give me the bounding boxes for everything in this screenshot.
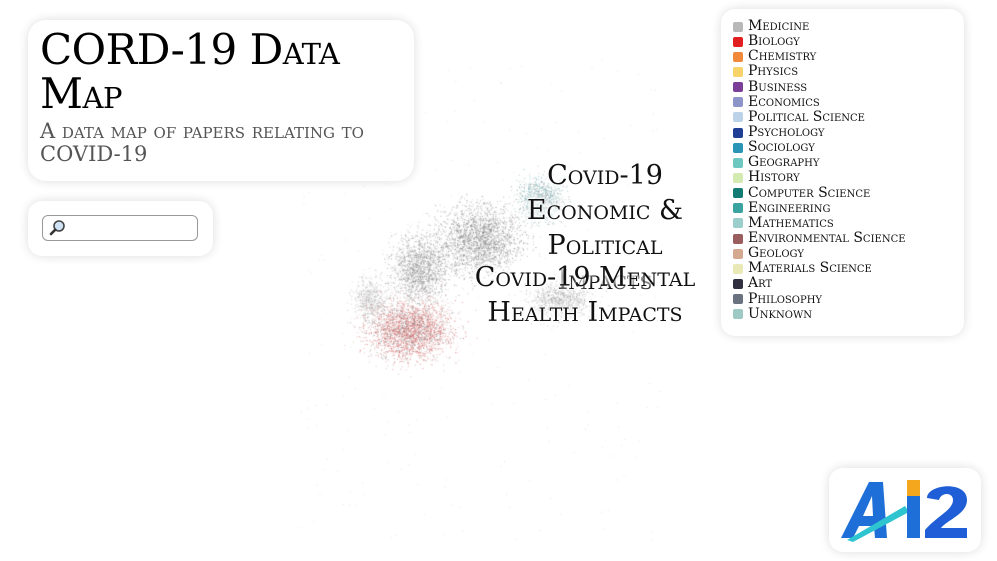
map-label-line: Covid-19: [547, 160, 663, 191]
search-panel: [28, 201, 213, 256]
map-label-mental-health: Covid-19 Mental Health Impacts: [440, 260, 730, 330]
legend-label: Unknown: [748, 305, 812, 322]
legend-item[interactable]: Philosophy: [733, 290, 964, 307]
legend-label: Physics: [748, 63, 799, 80]
legend-label: Geology: [748, 245, 804, 262]
legend-swatch: [733, 51, 743, 62]
legend-swatch: [733, 233, 743, 244]
ai2-logo-panel[interactable]: [829, 468, 981, 552]
legend-item[interactable]: Political Science: [733, 108, 964, 125]
legend-swatch: [733, 21, 743, 32]
legend-label: Business: [748, 78, 808, 95]
legend-item[interactable]: Sociology: [733, 140, 964, 155]
legend-item[interactable]: Psychology: [733, 125, 964, 140]
legend-swatch: [733, 218, 743, 229]
legend-swatch: [733, 82, 743, 93]
legend-item[interactable]: Environmental Science: [733, 231, 964, 246]
legend-item[interactable]: History: [733, 170, 964, 185]
legend-swatch: [733, 294, 743, 305]
legend-item[interactable]: Biology: [733, 34, 964, 49]
legend-label: Geography: [748, 154, 820, 171]
legend-swatch: [733, 263, 743, 274]
legend-swatch: [733, 248, 743, 259]
legend-label: Philosophy: [748, 290, 823, 307]
search-input[interactable]: [69, 218, 197, 240]
legend-swatch: [733, 188, 743, 199]
legend-swatch: [733, 127, 743, 138]
page-title: CORD-19 Data Map: [40, 25, 340, 118]
legend-swatch: [733, 36, 743, 47]
legend-item[interactable]: Medicine: [733, 19, 964, 34]
legend-swatch: [733, 203, 743, 214]
map-label-line: Economic &: [526, 195, 684, 226]
search-box[interactable]: [42, 215, 198, 241]
page-subtitle: A data map of papers relating to COVID-1…: [40, 119, 364, 166]
legend-label: Sociology: [748, 139, 815, 156]
legend-swatch: [733, 112, 743, 123]
legend-swatch: [733, 97, 743, 108]
legend-item[interactable]: Economics: [733, 93, 964, 110]
legend-label: History: [748, 169, 800, 186]
legend-item[interactable]: Business: [733, 78, 964, 95]
legend-label: Mathematics: [748, 214, 834, 231]
legend-label: Computer Science: [748, 184, 871, 201]
legend-item[interactable]: Physics: [733, 64, 964, 79]
legend-swatch: [733, 157, 743, 168]
legend-swatch: [733, 172, 743, 183]
legend-label: Engineering: [748, 199, 831, 216]
legend-swatch: [733, 142, 743, 153]
legend-label: Political Science: [748, 108, 865, 125]
legend-label: Materials Science: [748, 260, 872, 277]
map-label-line: Political: [547, 230, 663, 261]
legend-item[interactable]: Engineering: [733, 199, 964, 216]
ai2-logo: [841, 480, 967, 542]
legend-item[interactable]: Mathematics: [733, 214, 964, 231]
map-label-line: Health Impacts: [487, 297, 683, 328]
legend-item[interactable]: Chemistry: [733, 49, 964, 64]
legend-panel: Medicine Biology Chemistry Physics Business E…: [721, 9, 964, 336]
legend-label: Psychology: [748, 124, 825, 141]
legend-item[interactable]: Art: [733, 276, 964, 291]
legend-item[interactable]: Materials Science: [733, 261, 964, 276]
legend-item[interactable]: Geology: [733, 246, 964, 261]
legend-item[interactable]: Unknown: [733, 305, 964, 322]
legend-label: Biology: [748, 33, 800, 50]
legend-label: Chemistry: [748, 48, 817, 65]
legend-item[interactable]: Geography: [733, 155, 964, 170]
map-label-line: Impacts: [557, 265, 653, 296]
legend-item[interactable]: Computer Science: [733, 184, 964, 201]
map-label-economic-political: Covid-19 Economic & Political Impacts: [500, 158, 710, 298]
legend-label: Environmental Science: [748, 230, 906, 247]
legend-label: Medicine: [748, 18, 810, 35]
legend-swatch: [733, 309, 743, 320]
legend-swatch: [733, 278, 743, 289]
legend-label: Economics: [748, 93, 820, 110]
legend-swatch: [733, 66, 743, 77]
search-icon: [49, 220, 65, 236]
title-panel: CORD-19 Data Map A data map of papers re…: [28, 20, 414, 181]
map-label-line: Covid-19 Mental: [474, 262, 696, 293]
legend-label: Art: [748, 275, 773, 292]
